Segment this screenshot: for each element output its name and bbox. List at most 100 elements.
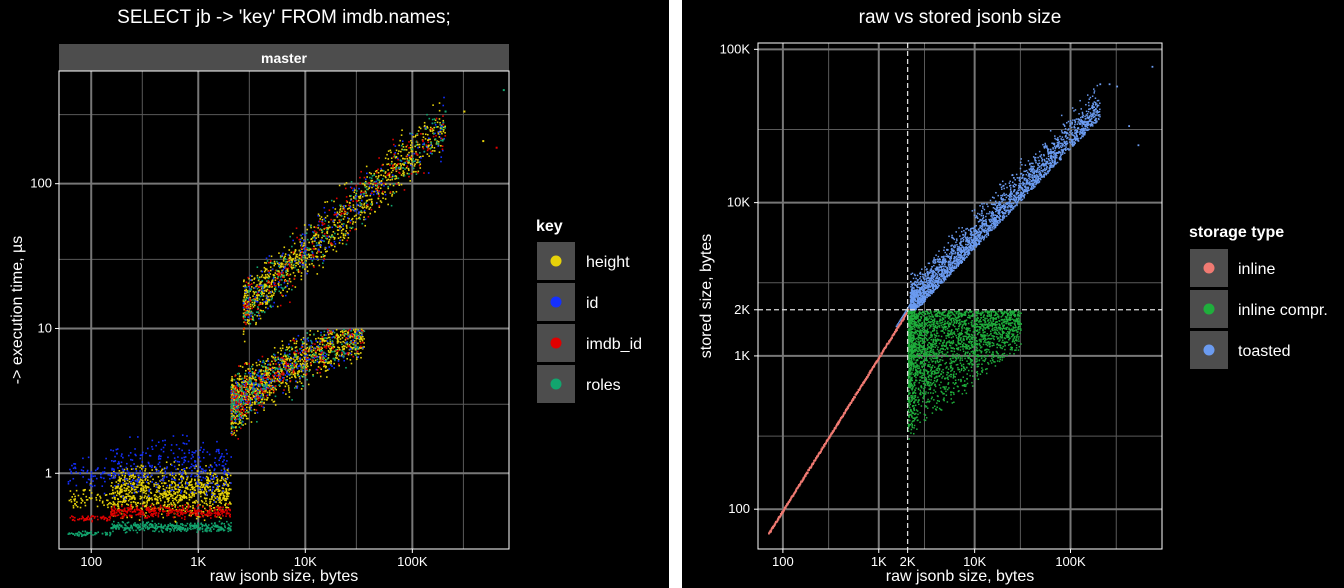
left-point-height — [141, 481, 144, 484]
left-point-roles — [224, 526, 227, 529]
left-point-height — [334, 219, 336, 221]
left-point-roles — [137, 527, 139, 530]
left-point-roles — [253, 384, 255, 387]
left-point-imdb_id — [147, 506, 150, 509]
left-point-height — [118, 491, 121, 493]
left-point-height — [265, 373, 268, 375]
left-point-height — [151, 499, 153, 501]
left-point-height — [88, 489, 91, 492]
left-point-height — [129, 498, 131, 500]
left-point-height — [228, 488, 231, 490]
left-point-height — [325, 250, 327, 253]
left-point-id — [90, 474, 93, 477]
left-point-id — [319, 340, 321, 342]
left-point-id — [140, 472, 143, 474]
left-point-height — [191, 486, 194, 489]
left-point-height — [124, 484, 127, 486]
left-point-imdb_id — [133, 510, 135, 513]
left-point-imdb_id — [121, 505, 123, 508]
left-point-roles — [176, 529, 178, 532]
left-point-height — [360, 203, 363, 205]
left-point-height — [326, 369, 329, 371]
left-point-height — [243, 279, 245, 282]
left-point-roles — [184, 524, 186, 527]
left-point-height — [342, 331, 344, 334]
left-point-height — [333, 221, 335, 224]
left-point-roles — [306, 332, 309, 334]
left-point-height — [324, 370, 327, 372]
left-point-height — [88, 497, 91, 499]
left-point-height — [344, 205, 347, 207]
left-point-id — [284, 374, 287, 376]
left-point-height — [432, 104, 434, 106]
left-point-height — [252, 390, 255, 393]
left-point-height — [231, 384, 233, 387]
left-point-height — [83, 489, 86, 491]
left-point-height — [233, 388, 236, 391]
left-point-id — [149, 476, 151, 478]
left-point-height — [313, 361, 315, 364]
left-point-height — [349, 359, 352, 361]
left-point-height — [298, 257, 301, 260]
left-point-height — [319, 337, 322, 340]
left-point-height — [387, 187, 390, 190]
left-point-height — [339, 330, 342, 333]
left-point-roles — [109, 531, 111, 534]
left-point-height — [218, 495, 221, 497]
left-point-height — [300, 275, 303, 277]
left-point-roles — [341, 349, 343, 352]
left-point-height — [209, 500, 212, 503]
left-point-id — [183, 456, 185, 459]
left-point-height — [261, 285, 263, 288]
left-point-height — [409, 158, 411, 160]
left-point-id — [162, 446, 165, 449]
left-point-roles — [186, 522, 189, 525]
left-point-imdb_id — [245, 391, 248, 394]
left-point-id — [109, 477, 111, 480]
left-point-roles — [139, 523, 142, 525]
left-point-height — [198, 516, 201, 518]
left-point-height — [124, 472, 127, 475]
left-point-imdb_id — [163, 506, 166, 508]
left-point-id — [221, 484, 224, 487]
left-point-imdb_id — [113, 505, 116, 508]
left-point-imdb_id — [253, 392, 256, 394]
left-point-height — [271, 387, 274, 389]
left-point-imdb_id — [200, 509, 203, 512]
left-point-roles — [247, 381, 249, 383]
left-point-id — [230, 392, 233, 394]
left-point-height — [167, 500, 169, 503]
left-point-height — [314, 359, 317, 362]
left-point-id — [324, 359, 326, 362]
left-point-height — [246, 290, 249, 292]
left-point-id — [204, 484, 207, 486]
left-point-height — [408, 151, 410, 154]
left-point-height — [230, 412, 233, 415]
left-point-height — [267, 384, 270, 387]
left-point-id — [157, 470, 160, 472]
left-point-imdb_id — [285, 361, 287, 364]
left-point-roles — [143, 524, 145, 526]
left-point-height — [155, 481, 157, 484]
left-point-roles — [131, 527, 134, 529]
left-point-height — [292, 253, 295, 256]
left-point-height — [360, 347, 363, 349]
left-point-roles — [241, 399, 243, 402]
left-point-height — [323, 339, 325, 342]
left-point-height — [284, 354, 287, 357]
left-point-roles — [250, 380, 252, 383]
left-point-height — [217, 490, 219, 493]
left-point-height — [222, 492, 224, 495]
left-point-imdb_id — [213, 509, 216, 512]
left-point-height — [328, 361, 331, 363]
left-point-height — [262, 366, 264, 368]
left-point-height — [281, 263, 284, 265]
left-point-imdb_id — [281, 371, 284, 374]
left-point-imdb_id — [150, 514, 152, 516]
left-point-height — [206, 510, 209, 512]
left-point-height — [153, 485, 156, 487]
left-point-height — [175, 496, 178, 498]
left-point-height — [280, 353, 282, 355]
left-point-id — [175, 444, 178, 446]
left-point-roles — [214, 524, 217, 526]
